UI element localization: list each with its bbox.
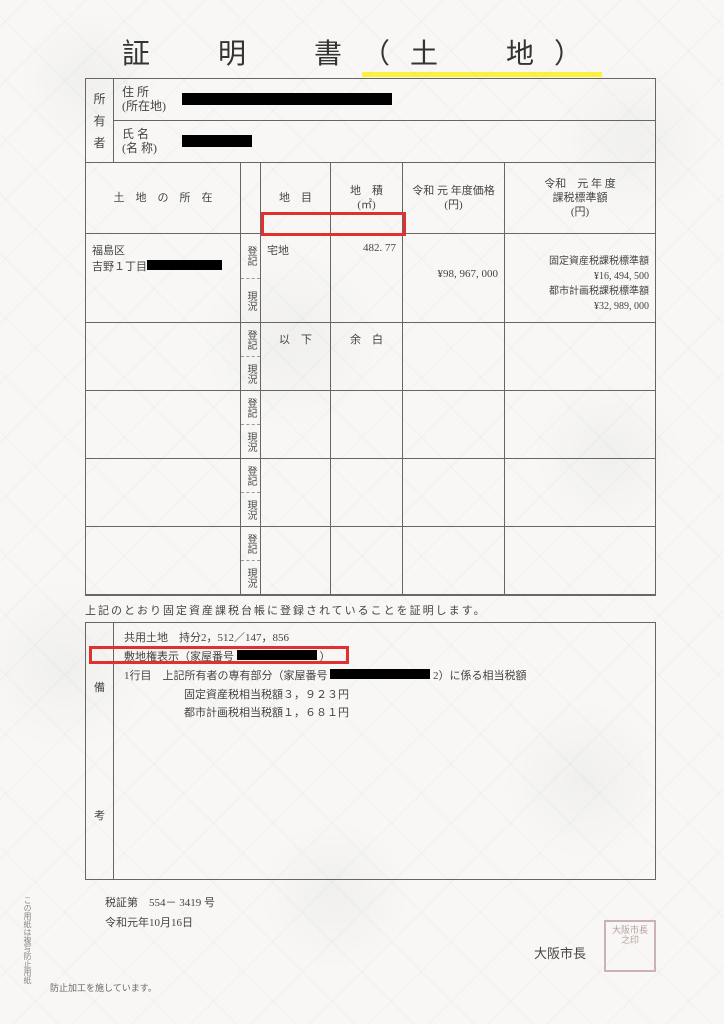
cell-ika: 以 下 — [261, 323, 331, 391]
table-row: 登記 現況 以 下 余 白 — [86, 323, 655, 391]
official-seal: 大阪市長之印 — [604, 920, 656, 972]
header-location: 土 地 の 所 在 — [86, 163, 241, 234]
redacted-address — [182, 93, 392, 105]
cell-yohaku: 余 白 — [331, 323, 403, 391]
cell-subtype: 登記 現況 — [241, 234, 261, 323]
owner-name-row: 氏 名 (名 称) — [114, 121, 655, 162]
header-price: 令和 元 年度価格 (円) — [403, 163, 505, 234]
footer-note: 防止加工を施しています。 — [50, 981, 157, 994]
issue-date: 令和元年10月16日 — [85, 914, 656, 930]
owner-section-label: 所 有 者 — [86, 79, 114, 162]
highlight-box-1 — [261, 212, 406, 236]
cell-area: 482. 77 — [331, 234, 403, 323]
side-note: この用紙は複写防止用紙 — [22, 896, 33, 984]
cell-chimoku: 宅地 — [261, 234, 331, 323]
cell-price: ¥98, 967, 000 — [403, 234, 505, 323]
owner-address-label: 住 所 (所在地) — [122, 85, 182, 114]
highlight-box-2 — [89, 646, 349, 664]
footer: 税証第 554－ 3419 号 令和元年10月16日 大阪市長 大阪市長之印 — [85, 894, 656, 964]
title-main: 証 明 書 — [122, 39, 362, 70]
remarks-line3: 1行目 上記所有者の専有部分（家屋番号 2）に係る相当税額 — [124, 667, 645, 686]
remarks-line5: 都市計画税相当税額１，６８１円 — [124, 704, 645, 723]
redacted-remarks2 — [330, 669, 430, 679]
main-frame: 所 有 者 住 所 (所在地) 氏 名 (名 称) 土 地 の 所 在 地 目 … — [85, 78, 656, 944]
remarks-line4: 固定資産税相当税額３，９２３円 — [124, 686, 645, 705]
header-standard: 令和 元 年 度 課税標準額 (円) — [505, 163, 655, 234]
owner-name-label: 氏 名 (名 称) — [122, 127, 182, 156]
table-row: 登記 現況 — [86, 391, 655, 459]
redacted-name — [182, 135, 252, 147]
certification-statement: 上記のとおり固定資産課税台帳に登録されていることを証明します。 — [85, 602, 656, 618]
table-row: 登記 現況 — [86, 459, 655, 527]
title-sub: （土 地） — [362, 39, 602, 77]
owner-box: 所 有 者 住 所 (所在地) 氏 名 (名 称) — [85, 78, 656, 163]
cell-location: 福島区 吉野１丁目 — [86, 234, 241, 323]
owner-address-row: 住 所 (所在地) — [114, 79, 655, 121]
document-title: 証 明 書（土 地） — [0, 0, 724, 72]
issuer: 大阪市長 — [534, 943, 586, 962]
cert-number: 税証第 554－ 3419 号 — [85, 894, 656, 910]
cell-standard: 固定資産税課税標準額 ¥16, 494, 500 都市計画税課税標準額 ¥32,… — [505, 234, 655, 323]
redacted-location — [147, 260, 222, 270]
table-row: 福島区 吉野１丁目 登記 現況 宅地 482. 77 ¥98, 967, 000… — [86, 234, 655, 323]
table-row: 登記 現況 — [86, 527, 655, 595]
